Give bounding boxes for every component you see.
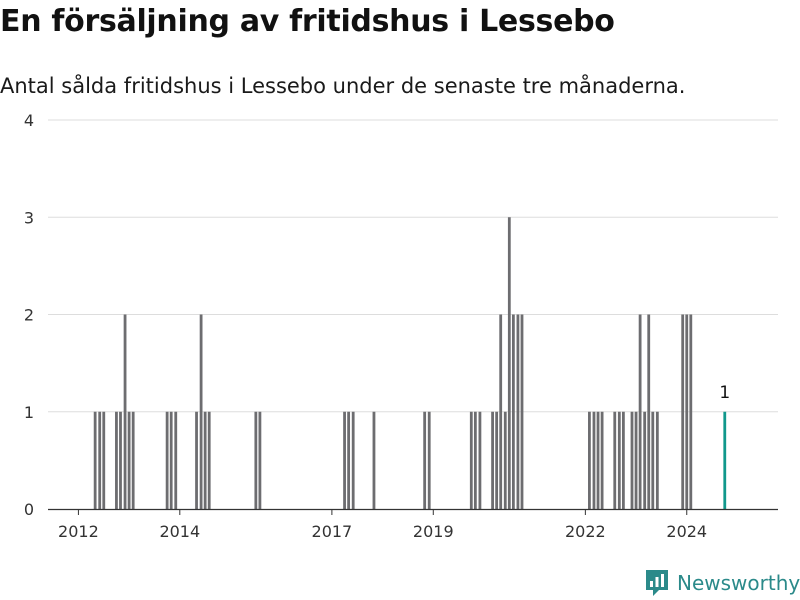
bar (119, 411, 122, 509)
bar (621, 411, 625, 509)
bar (681, 314, 685, 509)
x-tick-label: 2012 (58, 522, 99, 541)
bar (689, 314, 693, 509)
bar (634, 411, 638, 509)
y-tick-label: 2 (24, 306, 34, 325)
bar (647, 314, 651, 509)
chart-title: En försäljning av fritidshus i Lessebo (0, 4, 615, 39)
bar (258, 411, 262, 509)
bar (613, 411, 617, 509)
y-tick-label: 1 (24, 403, 34, 422)
y-tick-label: 4 (24, 111, 34, 130)
bar (351, 411, 355, 509)
bar (165, 411, 169, 509)
bar (115, 411, 118, 509)
x-tick-label: 2017 (312, 522, 353, 541)
newsworthy-icon (646, 570, 668, 596)
bar (495, 411, 499, 509)
chart-subtitle: Antal sålda fritidshus i Lessebo under d… (0, 74, 686, 98)
bar (131, 411, 135, 509)
bar (102, 411, 106, 509)
bar (372, 411, 376, 509)
bar (123, 314, 127, 509)
bar (203, 411, 207, 509)
bar (207, 411, 211, 509)
bar (588, 411, 591, 509)
bar (195, 411, 198, 509)
bar (491, 411, 494, 509)
bar (507, 217, 511, 509)
bar (347, 411, 351, 509)
bar (423, 411, 427, 509)
x-tick-label: 2022 (565, 522, 606, 541)
y-tick-label: 0 (24, 500, 34, 519)
bar (169, 411, 173, 509)
bar (93, 411, 97, 509)
bar (174, 411, 178, 509)
brand-name: Newsworthy (677, 571, 800, 595)
bar (254, 411, 258, 509)
bar (427, 411, 431, 509)
brand-logo: Newsworthy (644, 568, 800, 598)
bar (473, 411, 477, 509)
x-tick-label: 2024 (666, 522, 707, 541)
bar (596, 411, 600, 509)
bar (503, 411, 507, 509)
bar (98, 411, 102, 509)
bar (520, 314, 524, 509)
bar (617, 411, 621, 509)
highlight-bar (723, 411, 727, 509)
bar (655, 411, 659, 509)
bar (600, 411, 604, 509)
bar (199, 314, 203, 509)
bar (469, 411, 473, 509)
bar (516, 314, 520, 509)
bar (685, 314, 689, 509)
bar (511, 314, 515, 509)
x-tick-label: 2014 (159, 522, 200, 541)
bar (127, 411, 131, 509)
bar (478, 411, 482, 509)
x-tick-label: 2019 (413, 522, 454, 541)
data-label: 1 (719, 383, 730, 403)
bar (343, 411, 346, 509)
bar (651, 411, 655, 509)
bar (643, 411, 647, 509)
y-tick-label: 3 (24, 208, 34, 227)
bar (638, 314, 642, 509)
bar (592, 411, 596, 509)
bar (499, 314, 503, 509)
bar (630, 411, 634, 509)
